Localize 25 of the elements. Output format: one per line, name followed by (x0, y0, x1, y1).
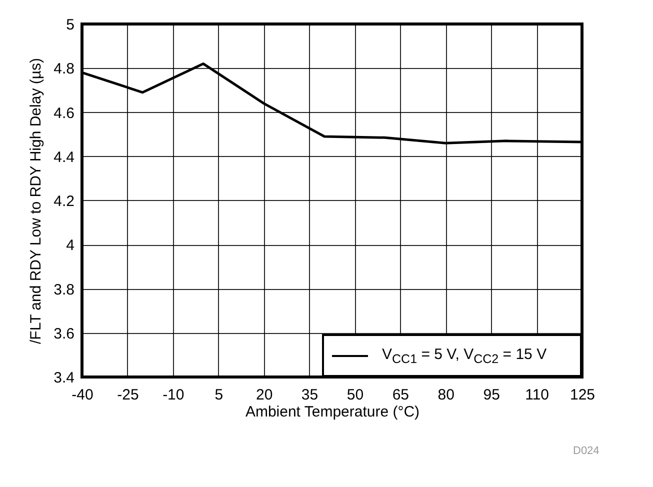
y-tick-label: 3.6 (54, 325, 74, 342)
y-tick-label: 4 (66, 237, 74, 254)
x-tick-label: 50 (346, 386, 364, 404)
x-tick-label: 65 (392, 386, 410, 404)
y-tick-label: 4.2 (54, 193, 74, 210)
text: D024 (573, 445, 600, 457)
x-tick-label: 35 (301, 386, 318, 404)
x-tick-label: 20 (256, 386, 273, 404)
x-tick-label: -10 (162, 386, 184, 404)
y-tick-label: 4.8 (54, 60, 74, 78)
y-tick-label: 5 (66, 16, 74, 34)
x-tick-label: 95 (483, 386, 500, 404)
x-tick-label: 5 (214, 386, 224, 404)
x-tick-label: 80 (438, 386, 454, 404)
x-tick-label: -25 (117, 386, 139, 404)
y-axis-title: /FLT and RDY Low to RDY High Delay (µs) (28, 58, 45, 344)
x-tick-label: 110 (525, 386, 550, 404)
legend-label: V$_{CC1}$ = 5 V, V$_{CC2}$ = 15 V (382, 346, 547, 366)
x-axis-title: Ambient Temperature (°C) (245, 404, 420, 420)
x-tick-label: -40 (72, 386, 94, 404)
y-tick-label: 4.6 (54, 104, 74, 122)
y-tick-label: 3.4 (54, 370, 74, 386)
x-tick-label: 125 (570, 386, 596, 404)
y-tick-label: 4.4 (54, 148, 74, 166)
y-tick-label: 3.8 (54, 281, 74, 298)
